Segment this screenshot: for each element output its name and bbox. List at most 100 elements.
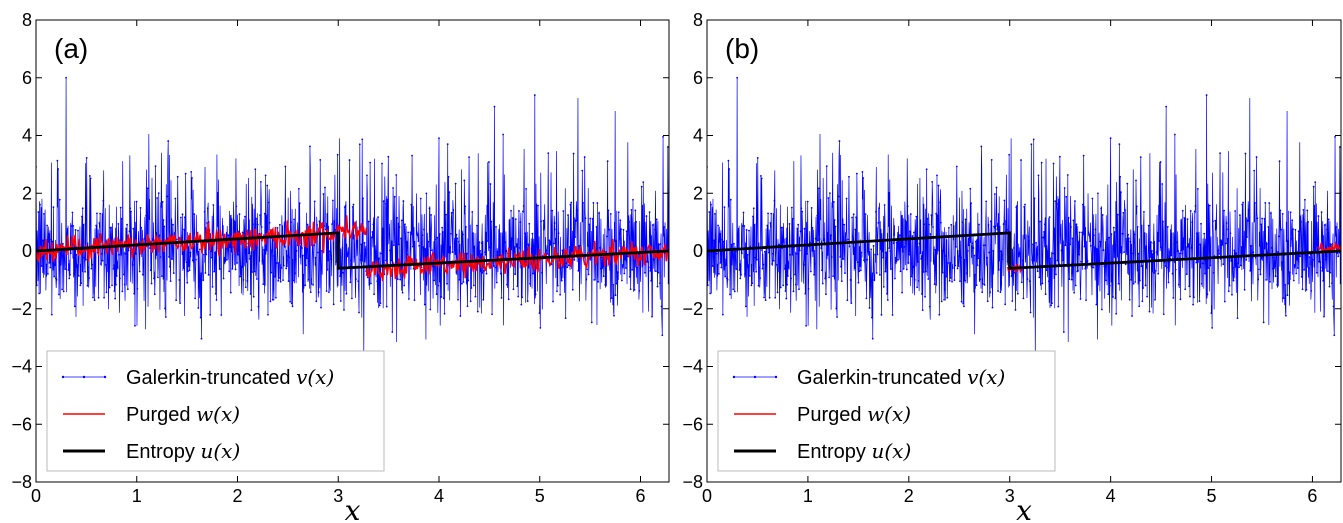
galerkin-point: [61, 288, 64, 291]
galerkin-point: [490, 220, 493, 223]
galerkin-point: [747, 264, 750, 266]
galerkin-point: [1162, 313, 1165, 316]
galerkin-point: [385, 259, 387, 262]
legend: Galerkin-truncated v(x) Purged w(x) Entrop…: [717, 350, 1056, 472]
galerkin-point: [549, 243, 552, 246]
galerkin-point: [620, 279, 623, 282]
galerkin-point: [750, 284, 753, 287]
galerkin-point: [373, 293, 375, 296]
galerkin-point: [1014, 309, 1017, 311]
galerkin-point: [50, 313, 53, 316]
galerkin-point: [1307, 266, 1310, 269]
galerkin-point: [1022, 297, 1025, 300]
galerkin-point: [1044, 293, 1047, 296]
galerkin-point: [73, 273, 75, 275]
galerkin-point: [1124, 263, 1127, 266]
galerkin-point: [479, 249, 482, 252]
galerkin-point: [887, 225, 890, 227]
galerkin-point: [1062, 331, 1065, 333]
galerkin-point: [461, 233, 464, 236]
galerkin-point: [364, 248, 367, 251]
galerkin-point: [1324, 258, 1327, 261]
galerkin-point: [829, 192, 831, 195]
galerkin-point: [46, 224, 48, 227]
galerkin-point: [624, 267, 627, 269]
galerkin-point: [763, 250, 766, 253]
galerkin-point: [353, 255, 356, 258]
galerkin-point: [874, 253, 877, 256]
galerkin-point: [659, 243, 662, 245]
galerkin-point: [1248, 216, 1251, 219]
galerkin-point: [1253, 169, 1256, 172]
galerkin-point: [940, 221, 942, 224]
galerkin-point: [978, 278, 981, 281]
galerkin-point: [1067, 216, 1070, 219]
galerkin-point: [138, 241, 140, 244]
galerkin-point: [68, 277, 71, 280]
galerkin-point: [284, 165, 287, 168]
galerkin-point: [643, 271, 646, 274]
galerkin-point: [918, 242, 921, 245]
galerkin-point: [744, 305, 747, 308]
galerkin-point: [1179, 298, 1182, 301]
galerkin-point: [258, 232, 261, 235]
galerkin-point: [1053, 227, 1056, 230]
galerkin-point: [776, 291, 779, 294]
y-tick-label: −6: [11, 414, 32, 434]
galerkin-point: [614, 294, 617, 297]
galerkin-point: [852, 213, 855, 216]
galerkin-point: [1284, 314, 1287, 317]
galerkin-point: [993, 225, 995, 228]
galerkin-point: [926, 217, 929, 220]
galerkin-point: [1274, 275, 1277, 278]
galerkin-point: [1271, 250, 1274, 252]
galerkin-point: [1070, 226, 1072, 228]
galerkin-point: [176, 175, 179, 178]
galerkin-point: [218, 268, 221, 270]
galerkin-point: [1280, 228, 1283, 231]
galerkin-point: [1157, 272, 1160, 275]
galerkin-point: [1092, 266, 1095, 269]
galerkin-point: [882, 256, 884, 259]
galerkin-point: [1268, 202, 1271, 204]
galerkin-point: [438, 137, 440, 140]
galerkin-point: [1229, 232, 1232, 235]
galerkin-point: [587, 273, 590, 276]
galerkin-point: [986, 300, 989, 303]
galerkin-point: [889, 250, 892, 252]
galerkin-point: [955, 165, 958, 168]
galerkin-point: [577, 269, 580, 272]
galerkin-point: [913, 278, 916, 281]
galerkin-point: [817, 187, 820, 190]
galerkin-point: [427, 240, 430, 243]
galerkin-point: [399, 278, 402, 281]
galerkin-point: [1333, 334, 1336, 337]
legend-label-math: v(x): [967, 365, 1005, 389]
galerkin-point: [1139, 156, 1142, 159]
galerkin-point: [181, 213, 184, 216]
galerkin-point: [369, 161, 372, 164]
galerkin-point: [596, 202, 599, 204]
galerkin-point: [74, 229, 77, 231]
galerkin-point: [1024, 203, 1026, 206]
galerkin-point: [515, 245, 518, 248]
galerkin-point: [1261, 217, 1263, 220]
galerkin-point: [1059, 233, 1062, 236]
galerkin-point: [717, 272, 720, 275]
galerkin-point: [185, 261, 188, 264]
galerkin-point: [183, 228, 185, 231]
galerkin-point: [83, 256, 86, 259]
galerkin-point: [310, 283, 313, 285]
galerkin-point: [1332, 305, 1335, 308]
galerkin-point: [290, 221, 292, 224]
galerkin-point: [209, 313, 212, 316]
galerkin-point: [488, 246, 491, 249]
galerkin-point: [67, 269, 70, 271]
galerkin-point: [58, 198, 61, 201]
galerkin-point: [91, 263, 94, 266]
galerkin-point: [998, 259, 1001, 262]
galerkin-point: [403, 284, 406, 287]
galerkin-point: [50, 238, 52, 241]
galerkin-point: [1231, 293, 1233, 296]
galerkin-point: [98, 222, 101, 224]
